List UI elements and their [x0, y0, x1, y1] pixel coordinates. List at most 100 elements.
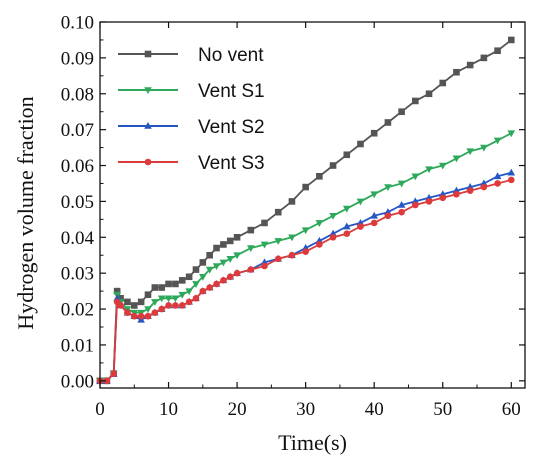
data-point — [151, 299, 159, 306]
data-point — [117, 302, 124, 309]
data-point — [213, 244, 220, 252]
data-point — [274, 255, 282, 263]
data-point — [213, 280, 220, 288]
data-point — [233, 252, 241, 260]
data-point — [452, 155, 461, 163]
data-point — [192, 294, 200, 302]
data-point — [206, 284, 213, 291]
data-point — [357, 223, 364, 230]
data-point — [329, 233, 337, 241]
legend: No vent Vent S1 Vent S2 Vent S3 — [118, 45, 265, 174]
data-point — [165, 280, 172, 288]
x-tick-label: 60 — [502, 399, 521, 420]
data-point — [398, 108, 405, 116]
data-point — [124, 298, 131, 306]
data-point — [493, 172, 502, 180]
legend-item-vent-s3: Vent S3 — [118, 153, 265, 174]
data-point — [185, 288, 193, 296]
y-tick-label: 0.00 — [61, 371, 94, 392]
data-point — [342, 205, 351, 213]
series-line — [100, 171, 512, 382]
data-point — [260, 241, 269, 249]
data-point — [274, 208, 282, 216]
x-tick-label: 40 — [365, 399, 384, 420]
series-line — [100, 39, 512, 382]
y-axis-title: Hydrogen volume fraction — [13, 96, 38, 329]
data-point — [425, 166, 433, 174]
data-point — [480, 183, 488, 191]
data-point — [199, 287, 207, 295]
data-point — [384, 212, 392, 220]
data-point — [226, 273, 234, 281]
legend-label: Vent S1 — [198, 81, 265, 102]
legend-swatch-marker — [144, 158, 152, 166]
y-tick-label: 0.06 — [61, 156, 94, 177]
data-point — [233, 233, 241, 241]
legend-item-vent-s2: Vent S2 — [118, 117, 265, 138]
data-point — [343, 230, 351, 238]
data-point — [370, 129, 378, 137]
data-point — [219, 259, 228, 267]
data-point — [130, 312, 138, 320]
data-point — [172, 302, 179, 309]
y-tick-label: 0.07 — [61, 120, 94, 141]
data-point — [329, 212, 337, 220]
data-point — [192, 281, 200, 288]
data-point — [220, 241, 227, 248]
data-point — [212, 263, 221, 270]
data-point — [117, 294, 124, 302]
data-point — [329, 162, 337, 169]
data-point — [357, 140, 364, 148]
data-point — [316, 172, 323, 180]
series-line — [100, 179, 512, 382]
data-point — [425, 198, 433, 205]
data-point — [316, 241, 323, 248]
data-point — [226, 237, 234, 245]
data-point — [315, 220, 324, 227]
data-point — [165, 302, 172, 309]
data-point — [356, 198, 365, 206]
data-point — [124, 309, 131, 316]
legend-swatch-marker — [144, 50, 152, 58]
data-point — [384, 184, 392, 192]
data-point — [178, 277, 186, 284]
data-point — [370, 211, 378, 219]
data-point — [172, 280, 179, 288]
data-point — [507, 36, 515, 44]
legend-item-vent-s1: Vent S1 — [118, 81, 265, 102]
data-point — [130, 302, 138, 309]
data-point — [453, 68, 460, 76]
x-tick-label: 20 — [228, 399, 247, 420]
data-point — [144, 291, 152, 299]
data-point — [288, 251, 296, 259]
data-point — [466, 187, 474, 194]
data-point — [439, 79, 447, 87]
data-point — [370, 191, 378, 199]
data-point — [158, 305, 165, 313]
y-tick-label: 0.02 — [61, 300, 94, 321]
data-point — [342, 222, 351, 230]
y-tick-label: 0.10 — [61, 13, 94, 34]
legend-label: No vent — [198, 45, 264, 66]
legend-label: Vent S2 — [198, 117, 265, 138]
x-tick-label: 0 — [95, 399, 105, 420]
data-point — [192, 266, 200, 273]
data-point — [151, 309, 159, 316]
data-point — [206, 251, 213, 259]
data-point — [398, 208, 405, 216]
axes: 0 10 20 30 40 50 60 0.00 0.01 0.02 0.03 0.04 0.05 0.0… — [61, 13, 526, 420]
data-point — [411, 173, 420, 181]
data-point — [103, 377, 111, 385]
y-tick-label: 0.04 — [61, 228, 95, 249]
data-point — [439, 194, 447, 202]
y-tick-label: 0.09 — [61, 48, 94, 69]
data-point — [493, 137, 502, 145]
plot-frame — [99, 21, 526, 389]
x-tick-label: 30 — [296, 399, 315, 420]
data-point — [247, 266, 255, 273]
data-point — [302, 248, 309, 255]
series-line — [100, 132, 512, 382]
data-point — [144, 312, 152, 320]
data-point — [438, 162, 447, 170]
